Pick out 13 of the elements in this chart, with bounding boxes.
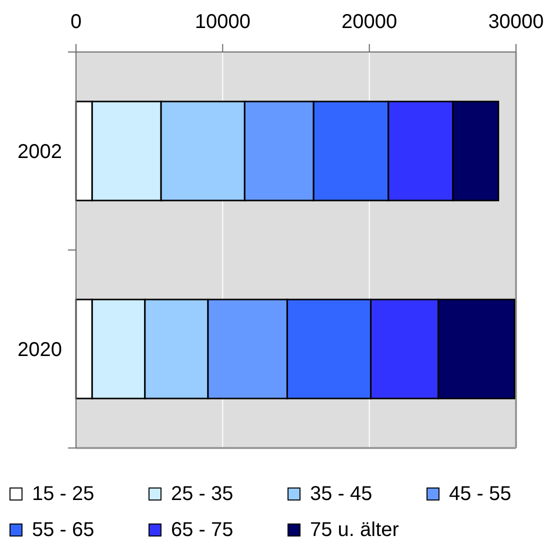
legend-label: 65 - 75 [171, 519, 234, 541]
x-tick-label: 10000 [194, 11, 250, 33]
x-tick-label: 0 [70, 11, 82, 33]
legend-label: 15 - 25 [32, 483, 94, 505]
legend-label: 45 - 55 [449, 483, 512, 505]
legend-label: 55 - 65 [32, 519, 94, 541]
y-tick-label: 2002 [18, 141, 62, 163]
legend-label: 35 - 45 [310, 483, 372, 505]
y-tick-label: 2020 [18, 339, 62, 361]
legend-label: 75 u. älter [310, 519, 400, 541]
x-tick-label: 20000 [342, 11, 398, 33]
legend-label: 25 - 35 [171, 483, 234, 505]
x-tick-label: 30000 [488, 11, 544, 33]
